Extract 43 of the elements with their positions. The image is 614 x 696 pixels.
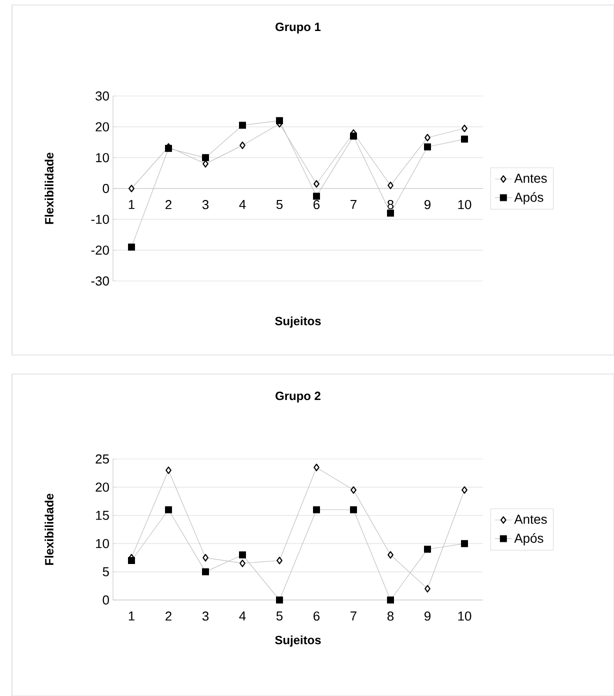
x-tick-label: 8 <box>387 612 394 621</box>
legend-label: Antes <box>514 514 547 524</box>
x-axis-title: Sujeitos <box>275 316 321 328</box>
x-tick-label: 5 <box>276 200 283 210</box>
x-tick-label: 9 <box>424 200 430 210</box>
x-tick-label: 7 <box>350 200 356 209</box>
x-tick-label: 4 <box>239 200 246 209</box>
chart-title: Grupo 1 <box>276 22 321 34</box>
y-axis-title: Flexibilidade <box>44 494 54 565</box>
y-tick-label: 10 <box>96 539 109 548</box>
x-tick-label: 5 <box>276 612 283 621</box>
legend-label: Após <box>514 192 544 204</box>
x-tick-label: 3 <box>202 200 209 210</box>
x-tick-label: 6 <box>314 612 320 621</box>
x-tick-label: 9 <box>424 612 430 621</box>
x-tick-label: 2 <box>166 612 172 621</box>
y-tick-label: 0 <box>102 595 109 605</box>
x-axis-title: Sujeitos <box>275 636 321 647</box>
legend-label: Após <box>514 533 544 546</box>
x-tick-label: 2 <box>166 200 172 210</box>
y-tick-label: 5 <box>102 567 109 576</box>
y-tick-label: -20 <box>91 246 109 255</box>
legend-label: Antes <box>514 174 547 183</box>
y-tick-label: 30 <box>96 91 109 101</box>
y-tick-label: 10 <box>96 153 109 162</box>
x-tick-label: 1 <box>128 200 134 209</box>
y-tick-label: -30 <box>91 276 109 286</box>
y-tick-label: 20 <box>96 122 109 132</box>
x-tick-label: 8 <box>387 200 394 210</box>
x-tick-label: 4 <box>239 612 246 620</box>
y-tick-label: -10 <box>91 214 109 224</box>
x-tick-label: 10 <box>458 612 472 621</box>
x-tick-label: 3 <box>202 612 209 621</box>
x-tick-label: 1 <box>128 612 134 620</box>
chart-title: Grupo 2 <box>276 392 320 402</box>
x-tick-label: 7 <box>350 612 356 620</box>
y-tick-label: 20 <box>96 482 109 492</box>
y-axis-title: Flexibilidade <box>44 152 54 224</box>
y-tick-label: 25 <box>96 454 109 464</box>
y-tick-label: 15 <box>96 510 109 520</box>
x-tick-label: 6 <box>314 200 320 210</box>
x-tick-label: 10 <box>458 200 472 210</box>
y-tick-label: 0 <box>102 184 109 194</box>
